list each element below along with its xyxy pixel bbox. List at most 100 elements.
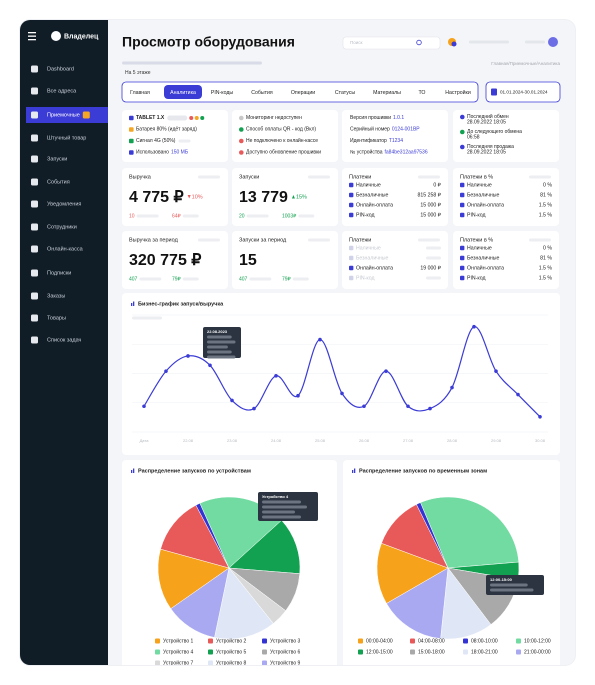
payment-label: Онлайн-оплата	[356, 201, 393, 208]
user-avatar[interactable]	[548, 37, 558, 47]
payment-icon	[349, 245, 354, 251]
menu-item[interactable]: События	[47, 179, 70, 185]
menu-item[interactable]: Сотрудники	[47, 224, 77, 230]
menu-icon	[31, 178, 38, 186]
menu-icon	[31, 87, 38, 95]
legend-swatch	[208, 638, 213, 644]
blurred-text	[490, 588, 534, 592]
menu-active	[26, 107, 108, 123]
payment-value: 1.5 %	[539, 212, 553, 218]
info-text: Способ оплаты QR - код (Вкл)	[246, 127, 316, 133]
chart-icon	[133, 468, 135, 473]
payment-icon	[349, 212, 354, 218]
legend-swatch	[208, 649, 213, 655]
menu-item[interactable]: Онлайн-касса	[47, 245, 84, 252]
stat-footer: 79₽	[282, 276, 292, 282]
hamburger[interactable]	[28, 39, 36, 41]
brand-name: Владелец	[64, 33, 99, 40]
chart-title: Распределение запусков по устройствам	[138, 467, 251, 474]
info-icon	[460, 129, 465, 135]
blurred-text	[139, 277, 162, 281]
status-dot	[194, 116, 199, 120]
x-tick-label: 24.08	[271, 438, 282, 443]
tab[interactable]: Главная	[130, 90, 150, 96]
legend-label: Устройство 3	[270, 637, 301, 644]
tab[interactable]: PIN-коды	[211, 90, 234, 96]
hamburger[interactable]	[28, 35, 36, 37]
info-line: До следующего обмена	[467, 129, 522, 135]
legend-swatch	[208, 660, 213, 665]
menu-item[interactable]: Заказы	[47, 293, 65, 299]
legend-label: Устройство 5	[216, 648, 247, 655]
payment-icon	[349, 275, 354, 281]
tab[interactable]: События	[251, 90, 273, 96]
info-line: Версия прошивки 1.0.1	[350, 115, 404, 121]
page-title: Просмотр оборудования	[122, 34, 295, 50]
tab[interactable]: Материалы	[373, 90, 401, 96]
tab[interactable]: Настройки	[445, 89, 471, 96]
legend-swatch	[358, 638, 363, 644]
blurred-text	[207, 355, 236, 359]
info-text: Последний обмен	[467, 113, 509, 120]
pie-slice	[386, 567, 449, 639]
payment-label: PIN-код	[467, 212, 486, 218]
tab[interactable]: Статусы	[335, 90, 355, 96]
point	[296, 393, 300, 398]
legend-label: Устройство 7	[163, 659, 194, 666]
payment-value: 81 %	[540, 255, 552, 261]
blurred-text	[426, 256, 441, 260]
menu-item[interactable]: Dashboard	[47, 66, 74, 72]
search-icon	[416, 39, 422, 46]
stat-value: 13 779	[239, 189, 288, 206]
tab[interactable]: Операции	[291, 90, 315, 96]
date-range: 01.01.2024-30.01.2024	[500, 90, 548, 95]
x-tick-label: 28.08	[447, 438, 458, 443]
date-picker[interactable]	[485, 81, 561, 103]
pie-slice	[157, 548, 230, 610]
stat-footer: 1003₽	[282, 213, 297, 219]
legend-swatch	[358, 649, 363, 655]
search-placeholder: Поиск	[350, 40, 363, 45]
blurred-text	[207, 335, 232, 339]
info-text: Версия прошивки	[350, 115, 391, 121]
stat-title: Выручка за период	[129, 237, 179, 243]
menu-item[interactable]: Запуски	[47, 156, 67, 162]
menu-item[interactable]: Приемочные	[47, 112, 80, 118]
payment-label: Безналичные	[467, 192, 500, 198]
tab[interactable]: Аналитика	[170, 90, 196, 96]
x-tick-label: Дата	[140, 438, 150, 443]
info-text: Доступно обновление прошивки	[246, 150, 321, 156]
tab[interactable]: ТО	[419, 90, 426, 96]
point	[186, 354, 190, 358]
legend-label: 18:00-21:00	[471, 649, 498, 655]
point	[252, 406, 256, 411]
hamburger[interactable]	[28, 32, 36, 34]
content: Просмотр оборудования Поиск На 5 этаже Глав…	[121, 34, 561, 666]
payment-icon	[349, 265, 354, 271]
info-text: Батарея 80% (идёт заряд)	[136, 127, 197, 133]
menu-item[interactable]: Товары	[47, 315, 66, 321]
menu-icon	[31, 134, 38, 142]
blurred-text	[262, 515, 301, 519]
menu-item[interactable]: Все адреса	[47, 88, 77, 94]
menu-item[interactable]: Список задач	[47, 337, 82, 343]
menu-item[interactable]: Подписки	[47, 270, 71, 276]
chart-title: Бизнес-график запуск/выручка	[138, 300, 224, 307]
search-box[interactable]	[342, 36, 441, 50]
stat-title: Запуски за период	[239, 237, 287, 243]
stat-title: Запуски	[239, 174, 259, 180]
payment-value: 1.5 %	[539, 202, 553, 208]
stat-footer: 79₽	[172, 276, 182, 282]
point	[428, 406, 432, 411]
point	[142, 404, 146, 409]
info-text: Идентификатор	[350, 138, 387, 144]
stat-footer: 407	[239, 276, 248, 282]
payment-icon	[460, 182, 465, 188]
blurred-text	[132, 316, 162, 320]
legend-label: Устройство 8	[216, 659, 247, 666]
menu-item[interactable]: Штучный товар	[47, 134, 86, 141]
stat-value: 4 775 ₽	[129, 189, 184, 206]
menu-item[interactable]: Уведомления	[47, 201, 81, 207]
x-tick-label: 23.08	[227, 438, 238, 443]
